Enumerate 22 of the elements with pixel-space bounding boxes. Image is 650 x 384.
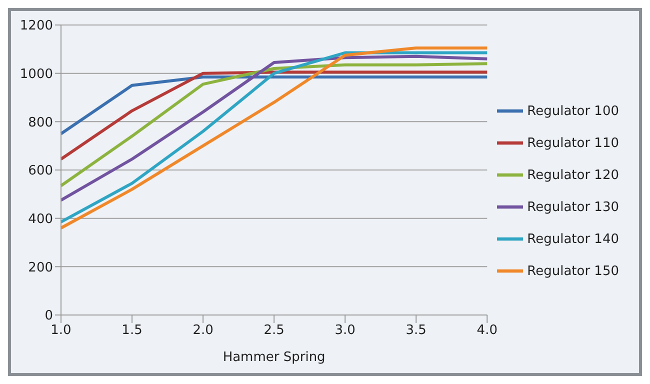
x-tick-label: 2.0 xyxy=(192,323,214,338)
legend-label: Regulator 120 xyxy=(527,168,619,183)
x-axis-title: Hammer Spring xyxy=(222,350,326,365)
legend-label: Regulator 100 xyxy=(527,104,619,119)
legend-label: Regulator 140 xyxy=(527,232,619,247)
x-tick-label: 1.0 xyxy=(50,323,72,338)
x-tick-label: 3.0 xyxy=(334,323,356,338)
y-tick-label: 600 xyxy=(28,164,53,179)
legend-label: Regulator 130 xyxy=(527,200,619,215)
x-tick-label: 3.5 xyxy=(406,323,426,338)
y-tick-label: 1000 xyxy=(20,66,53,82)
y-tick-label: 800 xyxy=(28,115,53,130)
x-tick-label: 2.5 xyxy=(264,323,284,338)
y-tick-label: 200 xyxy=(28,260,53,276)
legend-label: Regulator 150 xyxy=(527,264,619,279)
y-tick-label: 1200 xyxy=(20,18,53,34)
y-tick-label: 400 xyxy=(28,212,53,227)
x-tick-label: 4.0 xyxy=(476,323,498,338)
line-series xyxy=(60,70,489,161)
y-tick-label: 0 xyxy=(44,308,53,324)
x-tick-label: 1.5 xyxy=(122,323,142,338)
legend-label: Regulator 110 xyxy=(527,136,619,151)
